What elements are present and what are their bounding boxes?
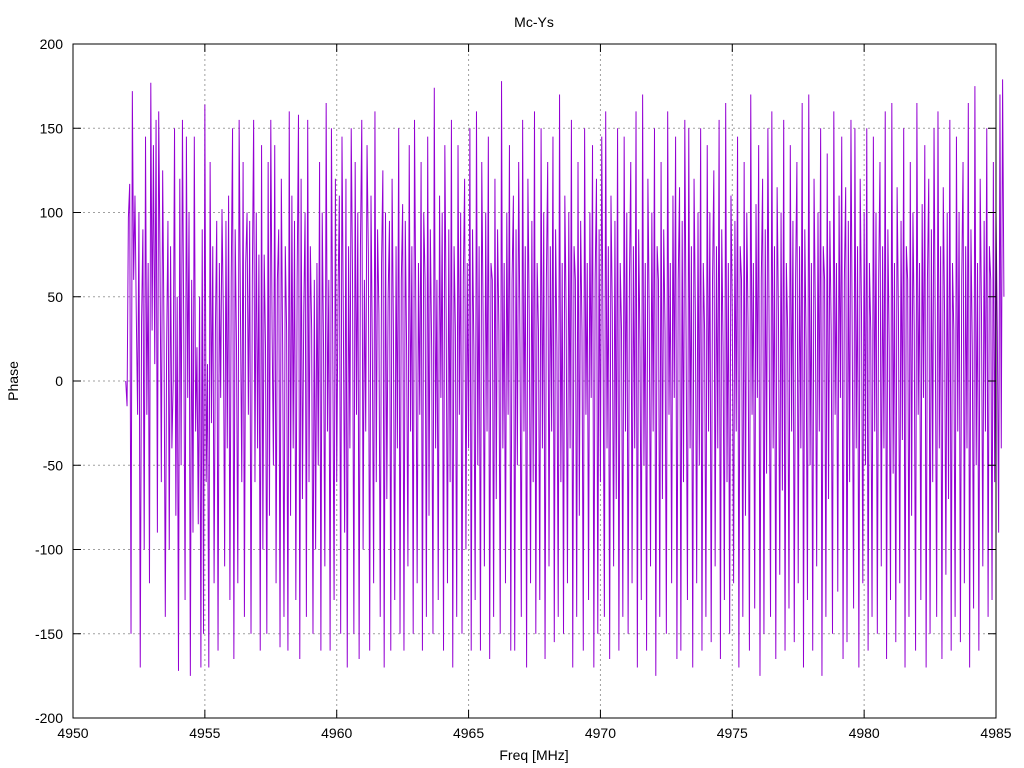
y-tick-label: -200 — [35, 710, 63, 726]
x-tick-label: 4950 — [57, 725, 88, 741]
y-tick-label: 100 — [40, 205, 64, 221]
x-tick-label: 4970 — [585, 725, 616, 741]
x-tick-labels: 4950 4955 4960 4965 4970 4975 4980 4985 — [57, 725, 1011, 741]
x-tick-label: 4955 — [189, 725, 220, 741]
y-tick-label: 150 — [40, 120, 64, 136]
axis-ticks — [72, 43, 997, 719]
x-tick-label: 4985 — [980, 725, 1011, 741]
x-tick-label: 4980 — [849, 725, 880, 741]
y-tick-label: -150 — [35, 626, 63, 642]
phase-series-line — [125, 79, 1005, 676]
chart-title: Mc-Ys — [514, 14, 554, 30]
y-tick-label: -50 — [43, 457, 63, 473]
x-axis-title: Freq [MHz] — [499, 747, 568, 763]
y-tick-label: 200 — [40, 36, 64, 52]
y-tick-label: -100 — [35, 542, 63, 558]
series-layer — [125, 79, 1005, 676]
x-tick-label: 4960 — [321, 725, 352, 741]
y-tick-label: 50 — [47, 289, 63, 305]
y-axis-title: Phase — [5, 361, 21, 401]
y-tick-label: 0 — [55, 373, 63, 389]
x-tick-label: 4975 — [717, 725, 748, 741]
x-tick-label: 4965 — [453, 725, 484, 741]
y-tick-labels: 200 150 100 50 0 -50 -100 -150 -200 — [35, 36, 63, 726]
